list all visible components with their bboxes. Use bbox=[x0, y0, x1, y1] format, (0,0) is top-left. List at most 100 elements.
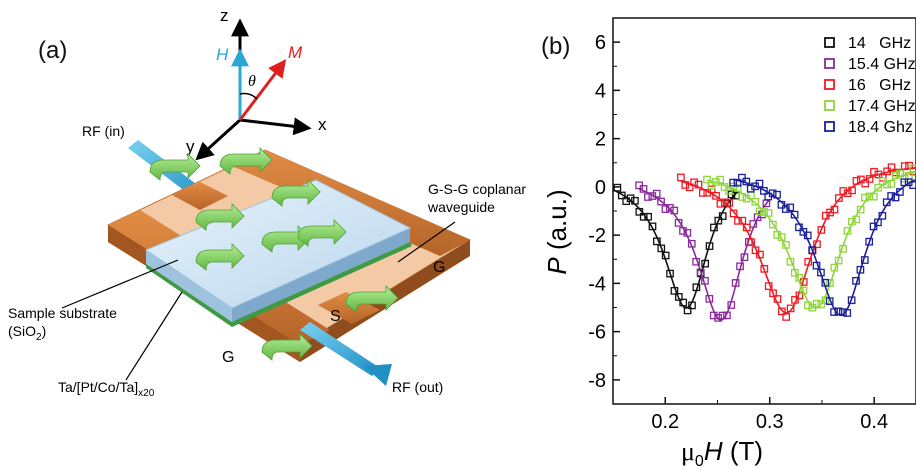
data-point bbox=[760, 208, 768, 216]
data-point bbox=[803, 231, 812, 240]
panel-b: (b) 6 4 2 0 -2 -4 -6 -8 0.2 0.3 0.4 14 GHz 15.4 GH… bbox=[541, 17, 916, 470]
data-point bbox=[781, 205, 790, 213]
series-fit-line bbox=[706, 171, 916, 309]
data-point bbox=[821, 278, 830, 287]
current-arrow bbox=[219, 147, 273, 175]
x-tick-label: 0.3 bbox=[756, 411, 784, 433]
data-point bbox=[687, 239, 696, 248]
series-fit-line bbox=[733, 178, 916, 317]
data-point bbox=[755, 207, 764, 216]
data-point bbox=[817, 226, 826, 234]
data-point bbox=[764, 209, 773, 217]
data-point bbox=[712, 191, 720, 200]
x-axis: 0.2 0.3 0.4 bbox=[651, 397, 888, 433]
data-point bbox=[861, 193, 869, 202]
stack-callout-line bbox=[125, 291, 183, 381]
current-arrow bbox=[261, 333, 313, 361]
data-point bbox=[786, 203, 795, 212]
data-point bbox=[773, 231, 782, 239]
waveguide-label: G-S-G coplanar bbox=[428, 181, 526, 197]
y-axis-arrow bbox=[195, 118, 242, 161]
data-point bbox=[714, 216, 723, 225]
series-fit-line bbox=[680, 167, 916, 314]
y-tick-label: 6 bbox=[595, 32, 606, 54]
data-point bbox=[661, 251, 670, 260]
data-point bbox=[830, 263, 839, 272]
substrate-label: Sample substrate bbox=[8, 305, 117, 321]
data-point bbox=[710, 223, 718, 232]
data-point bbox=[839, 187, 848, 195]
data-point bbox=[861, 179, 870, 188]
data-point bbox=[852, 276, 860, 285]
angle-label: θ bbox=[248, 73, 256, 90]
data-point bbox=[657, 197, 665, 206]
data-point bbox=[709, 311, 718, 320]
x-tick-label: 0.4 bbox=[860, 411, 888, 433]
sample-substrate-front bbox=[146, 250, 232, 322]
legend-label: 14 GHz bbox=[848, 35, 911, 52]
data-point bbox=[751, 197, 760, 206]
y-tick-label: -2 bbox=[588, 225, 606, 247]
data-point bbox=[856, 265, 865, 274]
y-tick-label: -8 bbox=[588, 370, 606, 392]
data-point bbox=[839, 244, 847, 253]
data-point bbox=[733, 184, 742, 192]
data-point bbox=[677, 173, 685, 182]
data-point bbox=[834, 256, 843, 265]
data-point bbox=[674, 219, 683, 227]
data-point bbox=[731, 279, 740, 287]
data-point bbox=[685, 183, 694, 192]
rf-out-arrow bbox=[300, 322, 392, 386]
data-point bbox=[896, 188, 904, 196]
data-point bbox=[683, 306, 692, 315]
data-point bbox=[795, 273, 804, 282]
signal-strip-back bbox=[172, 182, 228, 210]
y-axis: 6 4 2 0 -2 -4 -6 -8 bbox=[588, 32, 620, 392]
waveguide-label-line2: waveguide bbox=[427, 199, 495, 215]
coordinate-axes: z x y H M θ bbox=[186, 6, 327, 161]
magnetization-arrow-m bbox=[238, 59, 287, 121]
data-point bbox=[681, 181, 690, 189]
substrate-label-line2: (SiO2) bbox=[8, 323, 46, 343]
data-point bbox=[670, 206, 679, 215]
data-point bbox=[795, 291, 804, 300]
legend-label: 18.4 Ghz bbox=[848, 119, 913, 136]
data-point bbox=[679, 298, 688, 307]
data-point bbox=[786, 304, 795, 313]
z-axis-label: z bbox=[220, 6, 229, 25]
data-point bbox=[670, 286, 679, 295]
data-point bbox=[723, 311, 731, 320]
series-group bbox=[612, 183, 740, 315]
data-point bbox=[865, 192, 874, 201]
ground-strip-right-label: G bbox=[433, 259, 445, 276]
current-arrow bbox=[195, 243, 245, 271]
data-point bbox=[812, 261, 821, 270]
legend-marker bbox=[824, 121, 835, 132]
field-label: H bbox=[216, 45, 229, 64]
data-point bbox=[769, 289, 777, 298]
data-point bbox=[777, 307, 786, 316]
data-point bbox=[725, 199, 734, 207]
data-point bbox=[835, 194, 843, 202]
data-point bbox=[773, 190, 781, 199]
data-point bbox=[653, 237, 661, 246]
data-point bbox=[909, 181, 916, 189]
data-point bbox=[804, 257, 813, 266]
data-point bbox=[817, 268, 825, 277]
data-point bbox=[865, 175, 874, 183]
data-point bbox=[617, 191, 626, 200]
rf-out-label: RF (out) bbox=[392, 379, 443, 395]
data-point bbox=[696, 268, 705, 277]
legend-marker bbox=[824, 79, 835, 90]
ground-strip-left-label: G bbox=[222, 349, 234, 366]
data-point bbox=[720, 183, 729, 191]
data-point bbox=[860, 256, 869, 264]
data-point bbox=[705, 242, 714, 250]
data-point bbox=[648, 192, 657, 200]
data-point bbox=[874, 183, 883, 192]
legend-marker bbox=[824, 100, 835, 111]
data-point bbox=[639, 212, 648, 221]
series-group bbox=[729, 173, 916, 317]
x-axis-label: μ0H (T) bbox=[681, 436, 763, 470]
data-point bbox=[751, 246, 760, 255]
